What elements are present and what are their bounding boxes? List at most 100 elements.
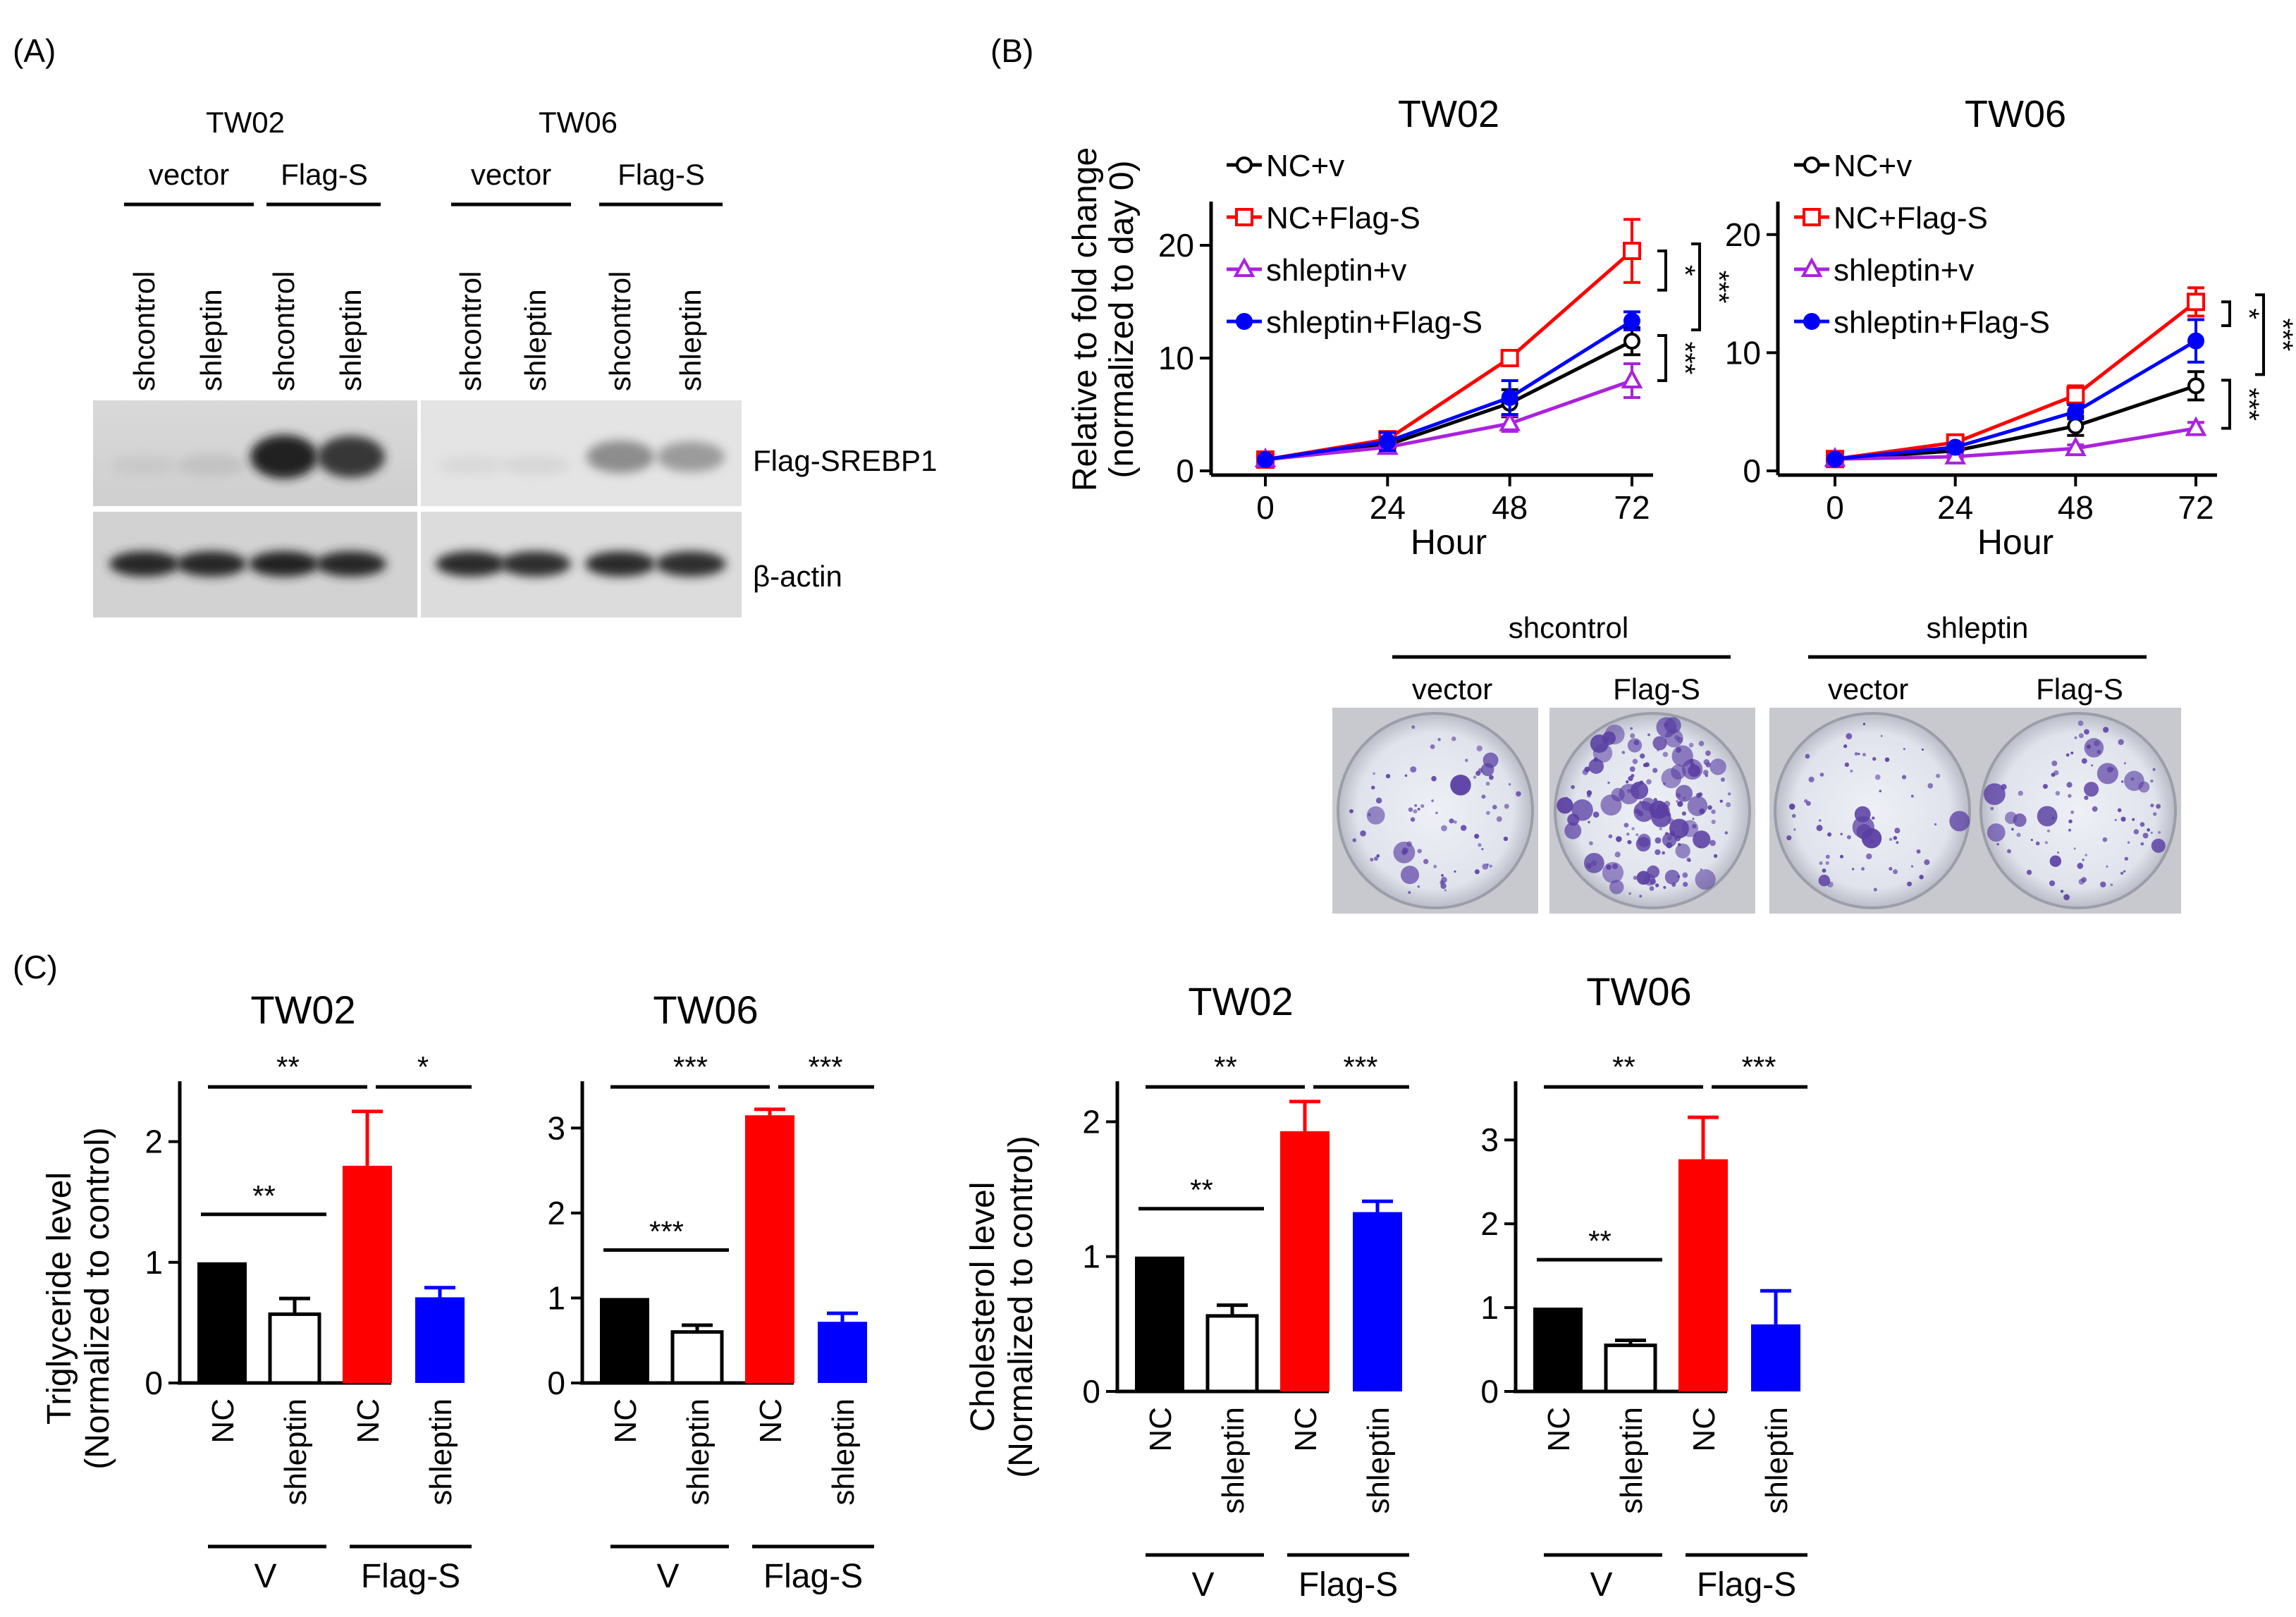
colony: [1819, 861, 1823, 866]
y-tick-label: 1: [1082, 1238, 1100, 1275]
colony: [1453, 820, 1457, 824]
colony: [1850, 769, 1853, 773]
colony: [1919, 875, 1924, 880]
x-tick-label: 24: [1370, 489, 1406, 526]
colony: [1349, 808, 1353, 813]
y-tick-label: 1: [547, 1279, 565, 1316]
colony: [1485, 781, 1490, 786]
colony: [2123, 762, 2127, 765]
colony: [1844, 762, 1850, 768]
y-tick-label: 1: [145, 1244, 163, 1281]
colony: [1889, 867, 1893, 871]
category-label: NC: [754, 1398, 788, 1444]
significance-mark: ***: [1703, 271, 1734, 304]
colony: [1688, 859, 1691, 862]
lane-label: shcontrol: [267, 271, 300, 391]
colony: [1893, 836, 1898, 840]
colony: [2068, 794, 2072, 798]
colony: [1450, 774, 1471, 796]
y-tick-label: 0: [145, 1365, 163, 1401]
colony: [1996, 843, 1999, 846]
significance-mark: **: [1612, 1050, 1635, 1083]
colony: [2046, 829, 2051, 833]
colony: [1627, 738, 1643, 753]
colony: [1839, 854, 1843, 859]
significance-mark: **: [1214, 1050, 1237, 1083]
colony: [2118, 739, 2124, 745]
colony: [1630, 727, 1633, 730]
category-label: shleptin: [681, 1398, 716, 1506]
colony: [1370, 858, 1374, 862]
colony: [2152, 768, 2156, 771]
significance-mark: **: [252, 1179, 276, 1212]
cholesterol-chart-tw02: TW02 0 1 2 Cholesterol level (Normalized to c…: [964, 979, 1409, 1604]
colony: [1675, 785, 1693, 802]
chart-title: TW06: [653, 988, 758, 1032]
colony: [1664, 869, 1680, 885]
colony: [1444, 889, 1447, 892]
colony: [1858, 753, 1860, 756]
colony: [1681, 811, 1686, 816]
colony: [2077, 863, 2084, 869]
colony: [2120, 871, 2124, 875]
colony: [2150, 804, 2154, 808]
group-label: Flag-S: [361, 1558, 460, 1595]
significance-bracket: [1691, 242, 1701, 331]
colony: [1990, 806, 1994, 811]
blot-group-label: vector: [471, 158, 551, 191]
group-label: Flag-S: [763, 1558, 863, 1595]
colony: [1713, 854, 1718, 859]
colony: [2001, 784, 2007, 790]
colony: [1635, 837, 1651, 852]
colony: [1454, 870, 1456, 873]
significance-bracket: [2255, 293, 2265, 376]
colony: [1661, 768, 1682, 789]
colony: [1695, 869, 1716, 890]
colony: [1846, 835, 1851, 840]
series-line: [1265, 319, 1633, 462]
y-tick-label: 20: [1158, 227, 1194, 264]
colony: [2158, 830, 2161, 834]
bar: [600, 1298, 649, 1383]
colony: [1621, 751, 1626, 754]
colony: [1433, 864, 1437, 868]
colony: [1690, 766, 1693, 769]
colony: [1602, 861, 1624, 884]
data-point: [1803, 156, 1820, 173]
colony: [1376, 854, 1380, 858]
beta-actin-band: [249, 551, 319, 577]
colony: [1916, 849, 1921, 854]
x-tick-label: 24: [1937, 489, 1973, 526]
colony: [1492, 804, 1497, 810]
colony: [2156, 804, 2161, 809]
colony: [1435, 811, 1438, 814]
y-tick-label: 0: [1176, 453, 1194, 489]
colony: [1460, 825, 1467, 831]
colony: [1700, 868, 1702, 871]
colony: [1808, 776, 1815, 783]
colony: [1698, 741, 1705, 746]
colony: [1819, 773, 1824, 777]
category-label: NC: [1542, 1407, 1576, 1452]
colony: [1903, 748, 1905, 751]
data-point: [2066, 386, 2085, 405]
band-label-flag-srebp1: Flag-SREBP1: [753, 444, 937, 477]
colony: [1805, 801, 1811, 806]
lane-label: shcontrol: [603, 271, 637, 391]
colony: [1851, 868, 1855, 871]
triglyceride-chart-tw02: TW02 0 1 2 Triglyceride level (Normalized to …: [41, 988, 472, 1595]
significance-bracket: [2221, 379, 2231, 430]
colony: [1449, 818, 1454, 824]
data-point: [2067, 417, 2085, 435]
colony: [1910, 794, 1914, 798]
colony: [1726, 802, 1731, 808]
growth-chart-tw06: TW06 0 24 48 72 0 10 20 Hour NC+v NC+Flag-S shlepti…: [1725, 93, 2296, 562]
category-label: NC: [1289, 1407, 1323, 1452]
beta-actin-band: [436, 551, 506, 577]
colony: [1592, 743, 1613, 763]
colony: [2044, 841, 2048, 844]
colony: [1474, 869, 1480, 875]
colony: [1410, 817, 1416, 822]
colony: [1504, 804, 1509, 809]
chart-title: TW02: [1188, 979, 1293, 1023]
